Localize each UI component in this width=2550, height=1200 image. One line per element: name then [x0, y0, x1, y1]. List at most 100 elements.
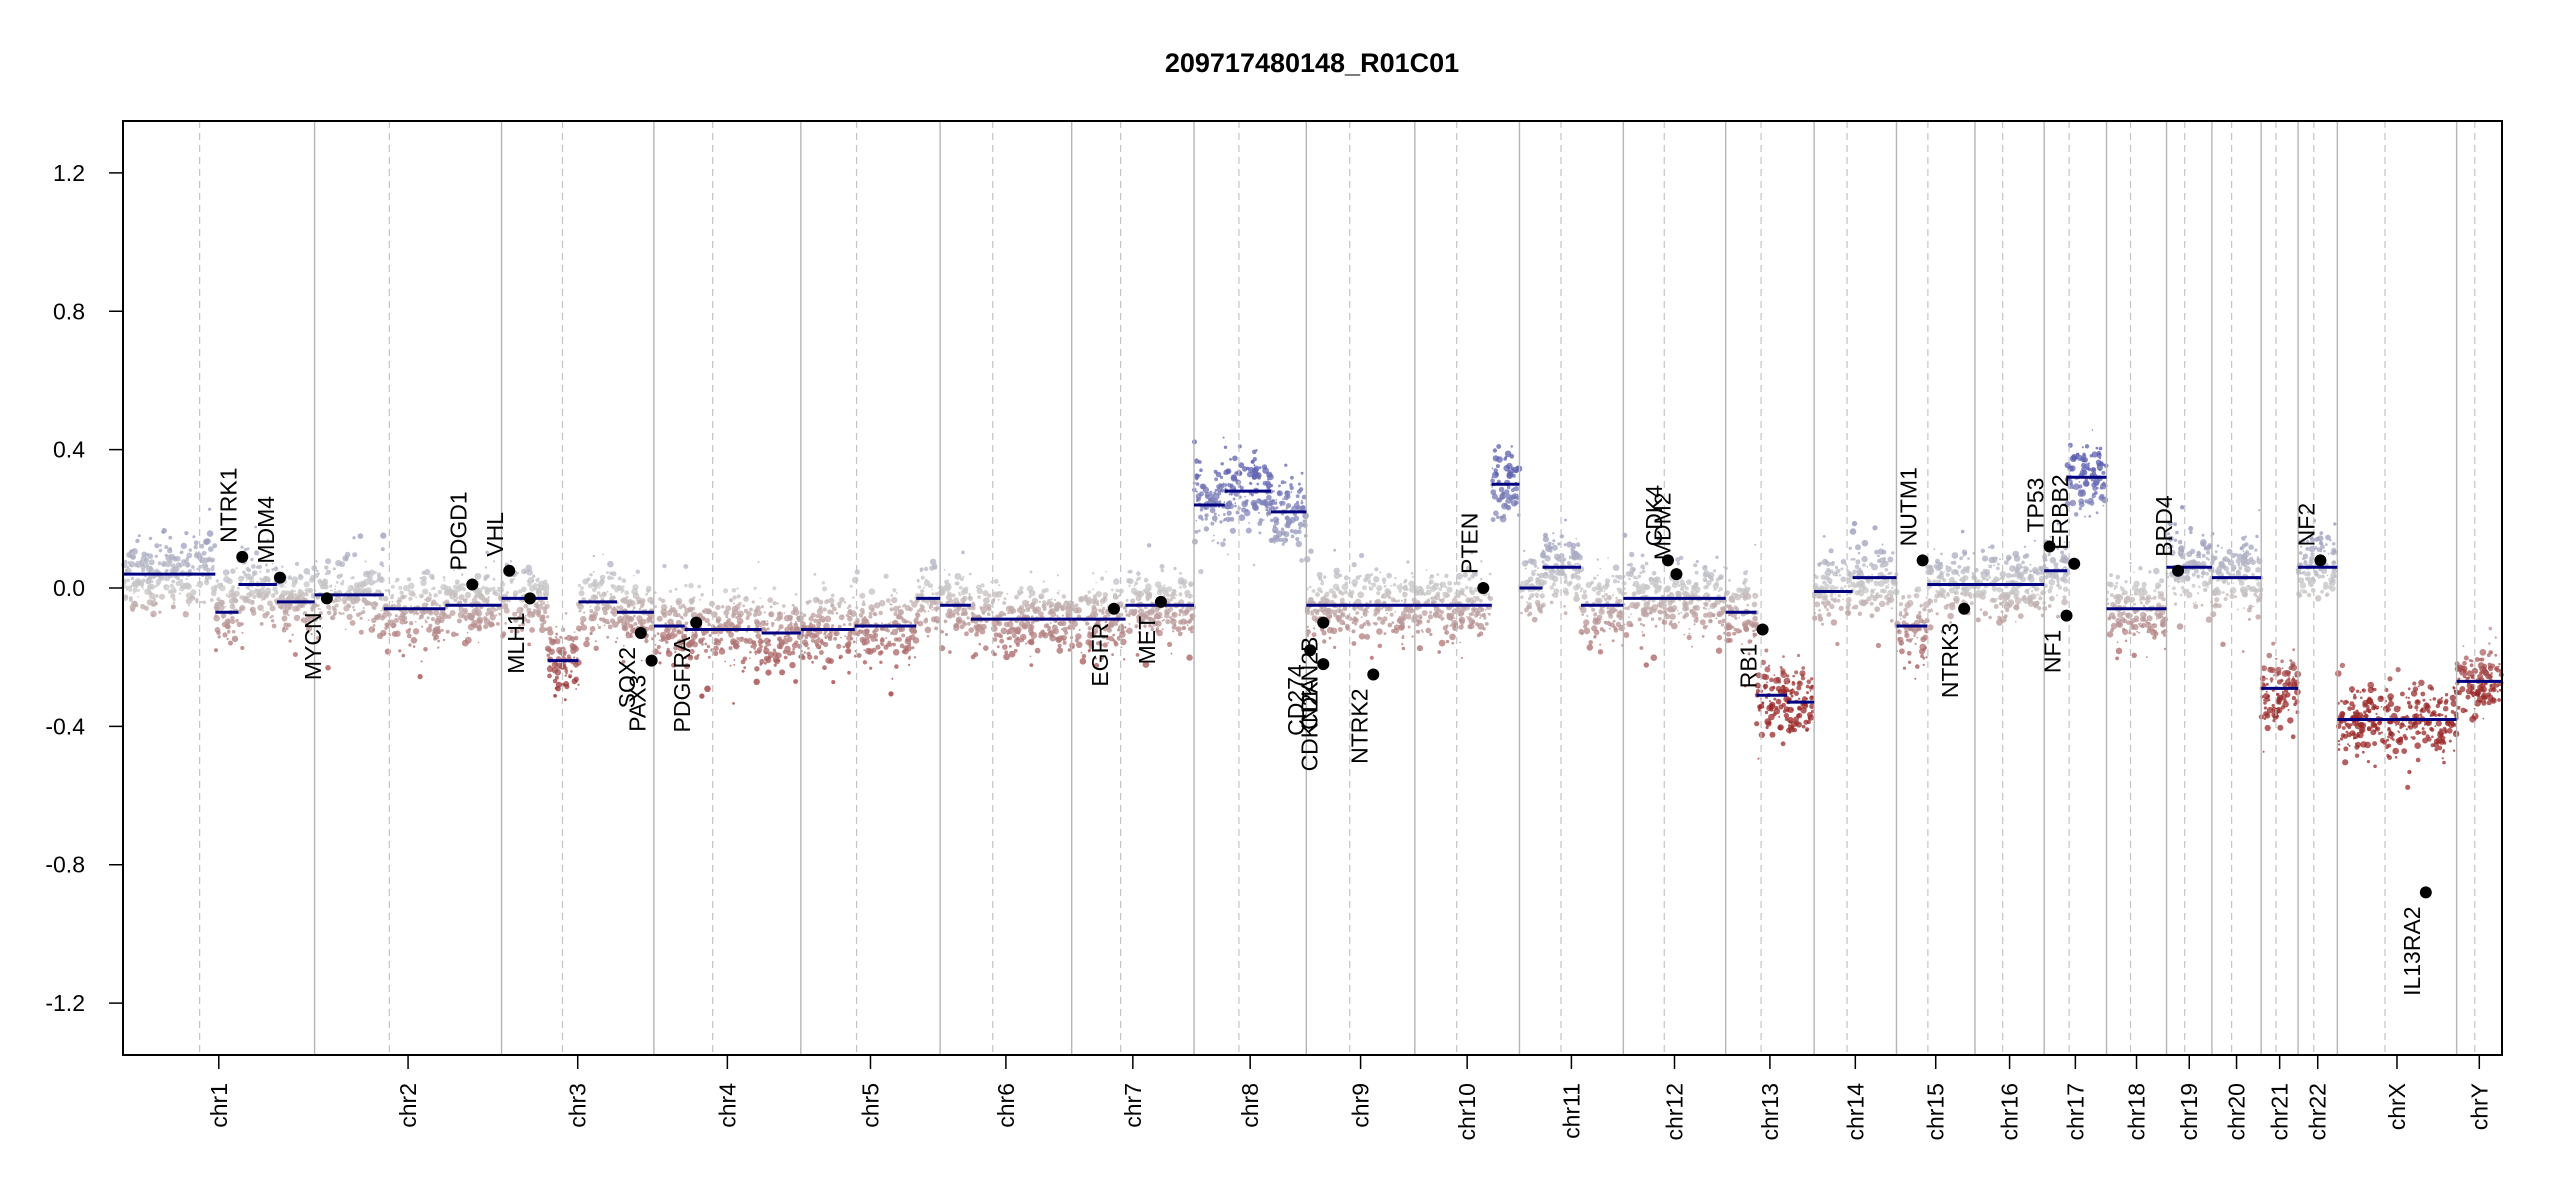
probe-point: [1255, 449, 1258, 452]
probe-point: [1221, 483, 1224, 487]
probe-point: [129, 604, 136, 611]
probe-point: [1793, 716, 1799, 722]
probe-point: [1444, 630, 1450, 635]
probe-point: [433, 593, 438, 598]
probe-point: [1199, 474, 1202, 477]
probe-point: [1197, 460, 1202, 464]
chart-title: 209717480148_R01C01: [1165, 48, 1459, 78]
probe-point: [1252, 503, 1259, 511]
probe-point: [875, 638, 878, 642]
probe-point: [412, 645, 416, 648]
probe-point: [896, 637, 902, 642]
probe-point: [1266, 485, 1270, 489]
probe-point: [381, 612, 388, 619]
probe-point: [597, 580, 604, 587]
probe-point: [1447, 580, 1453, 586]
probe-point: [206, 530, 214, 537]
probe-point: [1576, 586, 1580, 590]
probe-point: [589, 573, 593, 577]
probe-point: [671, 662, 677, 668]
probe-point: [1583, 627, 1591, 635]
probe-point: [956, 619, 962, 625]
probe-point: [760, 605, 765, 609]
probe-point: [1717, 589, 1721, 593]
probe-point: [1106, 627, 1112, 633]
probe-point: [1406, 560, 1410, 564]
probe-point: [1829, 584, 1836, 592]
probe-point: [346, 595, 352, 602]
probe-point: [125, 568, 128, 571]
probe-point: [185, 571, 188, 573]
probe-point: [513, 578, 516, 580]
probe-point: [437, 646, 440, 649]
probe-point: [297, 589, 304, 597]
probe-point: [214, 614, 218, 618]
probe-point: [1333, 645, 1337, 650]
probe-point: [309, 577, 315, 583]
probe-point: [777, 628, 781, 631]
probe-point: [987, 607, 992, 612]
probe-point: [879, 638, 885, 643]
probe-point: [687, 606, 694, 613]
probe-point: [683, 639, 686, 642]
probe-point: [266, 539, 269, 542]
probe-point: [171, 579, 176, 584]
probe-point: [807, 647, 810, 650]
probe-point: [848, 630, 852, 634]
probe-point: [1135, 653, 1140, 657]
probe-point: [390, 595, 394, 600]
probe-point: [503, 603, 509, 608]
probe-point: [1459, 641, 1461, 644]
probe-point: [1014, 594, 1019, 600]
probe-point: [131, 548, 138, 555]
probe-point: [1656, 536, 1661, 541]
probe-point: [450, 631, 457, 638]
probe-point: [1150, 627, 1155, 632]
probe-point: [1266, 515, 1269, 517]
probe-point: [707, 622, 711, 627]
probe-point: [137, 596, 139, 598]
probe-point: [1007, 621, 1014, 628]
probe-point: [755, 610, 762, 617]
probe-point: [259, 577, 262, 580]
probe-point: [1062, 626, 1068, 633]
probe-point: [931, 592, 935, 596]
probe-point: [1817, 562, 1821, 565]
probe-point: [437, 589, 442, 595]
probe-point: [931, 600, 937, 606]
probe-point: [473, 610, 479, 616]
probe-point: [1474, 595, 1480, 602]
probe-point: [1005, 605, 1013, 612]
probe-point: [1104, 620, 1108, 624]
probe-point: [1351, 621, 1355, 625]
probe-point: [1451, 641, 1454, 645]
probe-point: [1810, 709, 1815, 714]
probe-point: [1041, 629, 1045, 633]
probe-point: [392, 623, 397, 627]
probe-point: [1229, 483, 1234, 488]
probe-point: [481, 585, 486, 590]
probe-point: [1163, 584, 1166, 587]
probe-point: [1632, 580, 1640, 588]
probe-point: [1198, 491, 1204, 497]
probe-point: [1363, 577, 1368, 583]
probe-point: [176, 578, 180, 581]
probe-point: [1295, 494, 1300, 499]
probe-point: [316, 576, 318, 579]
probe-point: [293, 614, 301, 622]
probe-point: [924, 578, 928, 582]
probe-point: [633, 614, 636, 618]
probe-point: [1019, 638, 1025, 643]
probe-point: [865, 647, 872, 655]
probe-point: [245, 566, 250, 572]
probe-point: [1822, 580, 1827, 585]
probe-point: [140, 603, 146, 610]
probe-point: [1245, 527, 1252, 534]
probe-point: [1175, 594, 1178, 597]
probe-point: [1761, 673, 1768, 680]
probe-point: [1834, 565, 1839, 569]
probe-point: [593, 645, 599, 651]
probe-point: [1143, 577, 1149, 583]
probe-point: [145, 578, 152, 585]
probe-point: [997, 598, 1000, 601]
